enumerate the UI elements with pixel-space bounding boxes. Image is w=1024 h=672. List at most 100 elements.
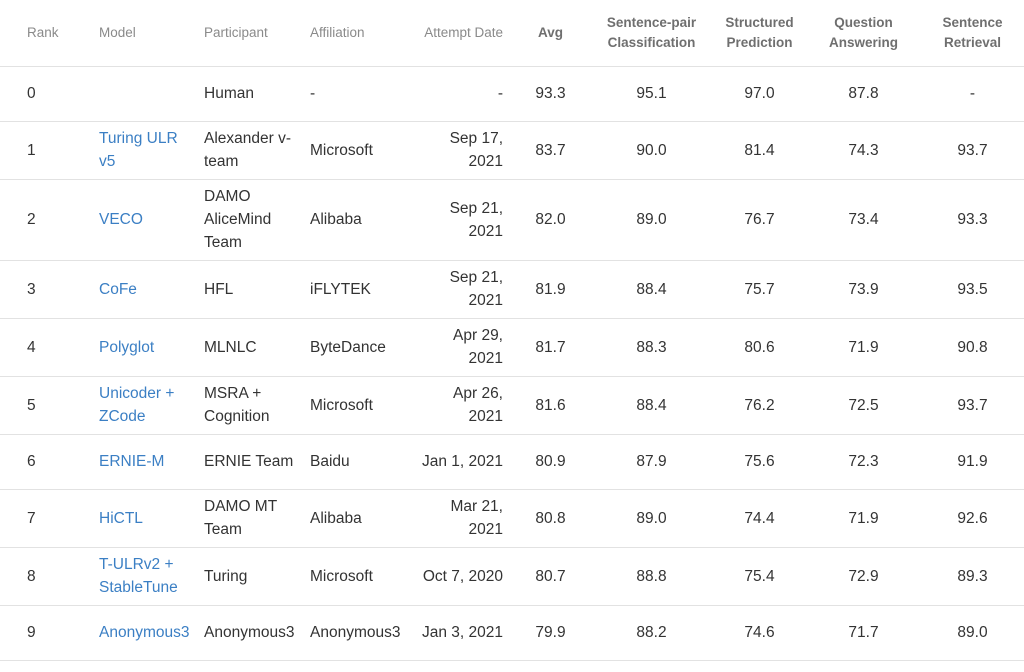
model-link[interactable]: Turing ULR v5 [99, 130, 178, 170]
cell-sentence-retrieval: 90.8 [921, 318, 1024, 377]
cell-rank: 7 [0, 489, 95, 548]
model-link[interactable]: HiCTL [99, 509, 143, 527]
cell-structured-prediction: 76.7 [713, 179, 806, 261]
cell-question-answering: 72.9 [806, 547, 921, 606]
cell-participant: MLNLC [200, 318, 306, 377]
cell-affiliation: ByteDance [306, 318, 417, 377]
cell-attempt-date: Jan 3, 2021 [417, 605, 511, 661]
cell-structured-prediction: 74.4 [713, 489, 806, 548]
cell-sentence-retrieval: 91.9 [921, 434, 1024, 490]
table-row: 9 Anonymous3 Anonymous3 Anonymous3 Jan 3, 20… [0, 605, 1024, 661]
cell-rank: 6 [0, 434, 95, 490]
table-row: 6 ERNIE-M ERNIE Team Baidu Jan 1, 2021 80.9 87… [0, 434, 1024, 490]
cell-question-answering: 73.4 [806, 179, 921, 261]
cell-model: CoFe [95, 260, 200, 319]
cell-question-answering: 72.5 [806, 376, 921, 435]
cell-participant: MSRA + Cognition [200, 376, 306, 435]
header-qa-line2: Answering [828, 34, 898, 50]
cell-affiliation: - [306, 66, 417, 122]
cell-question-answering: 71.9 [806, 489, 921, 548]
cell-model: Turing ULR v5 [95, 121, 200, 180]
cell-attempt-date: Sep 21, 2021 [417, 260, 511, 319]
cell-attempt-date: Sep 17, 2021 [417, 121, 511, 180]
header-question-answering[interactable]: Question Answering [806, 0, 921, 67]
cell-participant: DAMO AliceMind Team [200, 179, 306, 261]
cell-model: Anonymous3 [95, 605, 200, 661]
header-row: Rank Model Participant Affiliation Attem… [0, 0, 1024, 67]
cell-participant: Human [200, 66, 306, 122]
cell-avg: 93.3 [511, 66, 590, 122]
cell-rank: 1 [0, 121, 95, 180]
cell-attempt-date: Apr 29, 2021 [417, 318, 511, 377]
cell-question-answering: 73.9 [806, 260, 921, 319]
header-sp-line2: Prediction [726, 34, 793, 50]
cell-participant: DAMO MT Team [200, 489, 306, 548]
cell-sentence-pair-classification: 95.1 [590, 66, 713, 122]
cell-affiliation: iFLYTEK [306, 260, 417, 319]
cell-sentence-pair-classification: 89.0 [590, 489, 713, 548]
model-link[interactable]: ERNIE-M [99, 453, 165, 470]
cell-model: ERNIE-M [95, 434, 200, 490]
header-sr-line1: Sentence [942, 14, 1003, 30]
cell-sentence-pair-classification: 87.9 [590, 434, 713, 490]
cell-attempt-date: - [417, 66, 511, 122]
header-sentence-retrieval[interactable]: Sentence Retrieval [921, 0, 1024, 67]
header-participant[interactable]: Participant [200, 0, 306, 67]
cell-sentence-retrieval: 93.3 [921, 179, 1024, 261]
header-model[interactable]: Model [95, 0, 200, 67]
table-row: 1 Turing ULR v5 Alexander v-team Microsoft S… [0, 121, 1024, 180]
cell-rank: 9 [0, 605, 95, 661]
table-header: Rank Model Participant Affiliation Attem… [0, 0, 1024, 67]
cell-sentence-pair-classification: 88.8 [590, 547, 713, 606]
model-link[interactable]: Unicoder + ZCode [99, 385, 175, 425]
cell-model: Unicoder + ZCode [95, 376, 200, 435]
model-link[interactable]: Polyglot [99, 338, 155, 356]
cell-structured-prediction: 75.4 [713, 547, 806, 606]
cell-structured-prediction: 80.6 [713, 318, 806, 377]
cell-question-answering: 74.3 [806, 121, 921, 180]
cell-model [95, 66, 200, 122]
cell-avg: 80.8 [511, 489, 590, 548]
cell-attempt-date: Oct 7, 2020 [417, 547, 511, 606]
cell-sentence-retrieval: 93.7 [921, 121, 1024, 180]
table-row: 2 VECO DAMO AliceMind Team Alibaba Sep 21, 2… [0, 179, 1024, 261]
table-row: 0 Human - -93.3 95.1 97.0 87.8- [0, 66, 1024, 122]
header-rank[interactable]: Rank [0, 0, 95, 67]
cell-avg: 81.7 [511, 318, 590, 377]
cell-rank: 5 [0, 376, 95, 435]
header-attempt-date[interactable]: Attempt Date [417, 0, 511, 67]
model-link[interactable]: Anonymous3 [99, 624, 190, 641]
model-link[interactable]: T-ULRv2 + StableTune [99, 556, 178, 596]
header-avg[interactable]: Avg [511, 0, 590, 67]
table-row: 8 T-ULRv2 + StableTune Turing Microsoft Oct … [0, 547, 1024, 606]
cell-rank: 3 [0, 260, 95, 319]
cell-structured-prediction: 74.6 [713, 605, 806, 661]
cell-structured-prediction: 97.0 [713, 66, 806, 122]
cell-affiliation: Microsoft [306, 376, 417, 435]
cell-sentence-pair-classification: 88.4 [590, 376, 713, 435]
header-structured-prediction[interactable]: Structured Prediction [713, 0, 806, 67]
cell-sentence-retrieval: 93.5 [921, 260, 1024, 319]
cell-avg: 79.9 [511, 605, 590, 661]
cell-avg: 80.7 [511, 547, 590, 606]
cell-participant: Alexander v-team [200, 121, 306, 180]
model-link[interactable]: CoFe [99, 280, 137, 298]
cell-question-answering: 87.8 [806, 66, 921, 122]
cell-structured-prediction: 75.7 [713, 260, 806, 319]
cell-rank: 4 [0, 318, 95, 377]
model-link[interactable]: VECO [99, 211, 143, 228]
cell-avg: 82.0 [511, 179, 590, 261]
cell-avg: 81.9 [511, 260, 590, 319]
cell-participant: Turing [200, 547, 306, 606]
header-affiliation[interactable]: Affiliation [306, 0, 417, 67]
header-sentence-pair-classification[interactable]: Sentence-pair Classification [590, 0, 713, 67]
table-row: 7 HiCTL DAMO MT Team Alibaba Mar 21, 2021 80.… [0, 489, 1024, 548]
cell-model: Polyglot [95, 318, 200, 377]
header-sp-line1: Structured [725, 14, 794, 30]
cell-sentence-retrieval: 89.3 [921, 547, 1024, 606]
cell-sentence-retrieval: 93.7 [921, 376, 1024, 435]
table-row: 5 Unicoder + ZCode MSRA + Cognition Microso… [0, 376, 1024, 435]
cell-affiliation: Anonymous3 [306, 605, 417, 661]
